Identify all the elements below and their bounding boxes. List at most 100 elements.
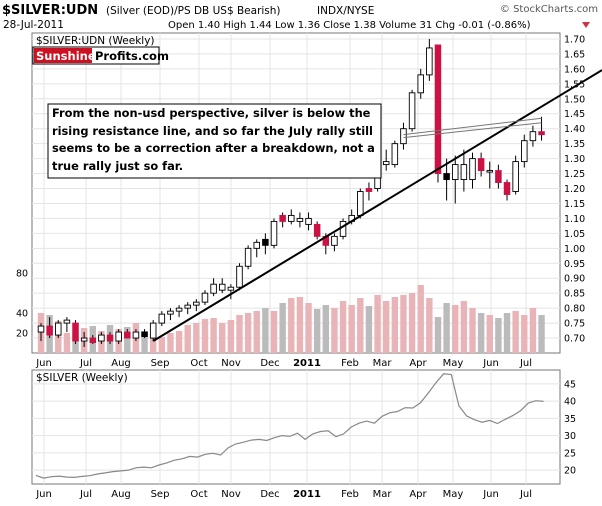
volume-bar (296, 297, 304, 353)
candle (408, 89, 416, 132)
candle (279, 212, 286, 228)
price-y-tick-label: 0.95 (564, 259, 585, 270)
volume-bar (503, 313, 511, 353)
candle-body (115, 331, 122, 342)
silver-x-tick-label: Jun (35, 489, 52, 500)
candle (503, 179, 511, 201)
candle-body (244, 247, 252, 267)
candle (400, 122, 407, 150)
chart-date: 28-Jul-2011 (3, 19, 64, 31)
annotation-box (47, 103, 382, 179)
price-x-tick-label: Nov (221, 358, 241, 369)
candle (55, 320, 62, 339)
upper-trendline (403, 122, 542, 139)
candle (115, 329, 122, 345)
candle-body (279, 214, 286, 222)
volume-bar (167, 333, 174, 353)
candle-body (132, 331, 140, 339)
volume-bar (262, 308, 269, 353)
candle (270, 218, 278, 249)
candle-body (495, 170, 502, 183)
volume-bar (434, 317, 442, 353)
price-y-tick-label: 1.10 (564, 214, 585, 225)
candle (331, 233, 338, 252)
candle (529, 125, 537, 147)
candle-body (521, 140, 528, 163)
price-y-tick-label: 1.35 (564, 139, 585, 150)
candle (521, 134, 528, 168)
candle (460, 149, 468, 192)
silver-y-tick-label: 25 (564, 448, 576, 459)
price-x-tick-label: Sep (151, 358, 170, 369)
price-y-tick-label: 0.70 (564, 334, 585, 345)
candle (106, 332, 114, 345)
candle (391, 140, 399, 168)
candle (167, 308, 174, 321)
candle-body (538, 131, 545, 136)
volume-bar (244, 313, 252, 353)
silver-x-tick-label: Apr (409, 489, 427, 500)
candle-body (167, 310, 174, 315)
candle (365, 182, 373, 201)
candle (296, 212, 304, 228)
volume-bar (193, 323, 200, 353)
price-y-tick-label: 1.30 (564, 154, 585, 165)
volume-bar (348, 305, 355, 353)
candle (486, 161, 494, 189)
candle (158, 311, 166, 327)
candle-body (270, 220, 278, 246)
candle-body (141, 331, 148, 338)
price-panel-label: $SILVER:UDN (Weekly) (36, 35, 155, 47)
candle-body (434, 44, 442, 175)
volume-bar (391, 297, 399, 353)
silver-price-line (35, 373, 544, 479)
price-y-tick-label: 1.25 (564, 169, 585, 180)
candle-body (477, 158, 485, 172)
candle (512, 155, 519, 195)
candle-body (193, 301, 200, 306)
candle-body (486, 170, 494, 173)
candle-body (158, 313, 166, 324)
volume-bar (141, 331, 148, 353)
candle-body (89, 337, 97, 343)
candle-body (46, 325, 53, 336)
silver-panel-frame (31, 369, 561, 485)
volume-bar (339, 301, 347, 353)
candle-body (296, 217, 304, 222)
candle (149, 320, 157, 342)
price-x-tick-label: Jul (519, 358, 532, 369)
candle (124, 329, 131, 339)
candle (469, 152, 476, 189)
price-y-tick-label: 1.50 (564, 94, 585, 105)
candle-body (236, 265, 243, 288)
volume-bar (521, 315, 528, 353)
candle-body (124, 331, 131, 339)
price-y-ticks: 1.70 1.65 1.60 1.55 1.50 1.45 1.40 1.35 1.30 1.25… (564, 34, 585, 344)
candles (37, 38, 545, 348)
volume-bar (210, 318, 217, 353)
volume-bar (313, 309, 321, 353)
candle-body (63, 319, 71, 324)
candle-body (72, 322, 79, 342)
silver-y-tick-label: 20 (564, 466, 576, 477)
silver-x-tick-label: 2011 (293, 489, 321, 500)
silver-y-tick-label: 35 (564, 414, 576, 425)
volume-bar (201, 319, 209, 353)
candle (63, 317, 71, 333)
candle-body (210, 283, 217, 294)
candle (288, 209, 295, 225)
candle (262, 233, 269, 255)
candle-body (460, 164, 468, 180)
price-x-tick-label: Dec (260, 358, 279, 369)
silver-x-tick-label: Aug (111, 489, 131, 500)
volume-bar (236, 315, 243, 353)
candle-body (408, 92, 416, 130)
watermark: © StockCharts.com (500, 4, 598, 15)
volume-bar (426, 298, 433, 353)
candle (46, 317, 53, 339)
logo-part2: Profits.com (95, 49, 169, 63)
chart-exchange: INDX/NYSE (317, 5, 374, 17)
candle-body (357, 191, 364, 216)
volume-bar (63, 333, 71, 353)
